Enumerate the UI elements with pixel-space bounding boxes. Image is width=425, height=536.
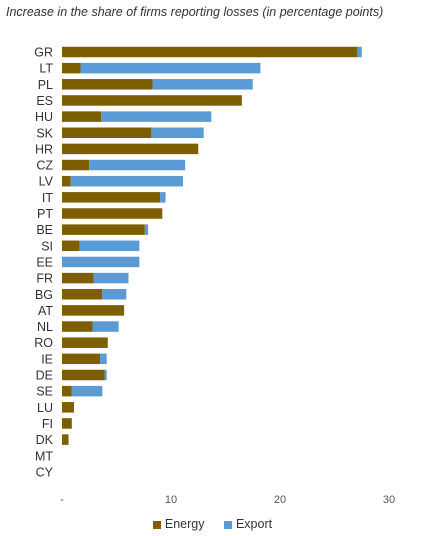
- category-label-dk: DK: [36, 433, 54, 447]
- bar-export-cz: [89, 159, 186, 171]
- x-tick-label-3: 30: [383, 494, 395, 506]
- bar-export-bg: [102, 289, 127, 300]
- bar-energy-pl: [62, 79, 153, 90]
- bar-energy-sk: [62, 127, 152, 138]
- bar-export-ie: [100, 353, 107, 365]
- category-label-ie: IE: [41, 352, 53, 366]
- category-label-de: DE: [36, 369, 53, 383]
- x-tick-label-0: -: [60, 494, 64, 506]
- bar-export-ee: [62, 256, 140, 268]
- category-label-cy: CY: [36, 465, 54, 479]
- category-label-lv: LV: [39, 175, 54, 189]
- bar-energy-hr: [62, 143, 199, 155]
- bars-group: [62, 46, 362, 445]
- bar-export-se: [71, 385, 103, 397]
- category-label-lt: LT: [39, 62, 53, 76]
- bar-export-gr: [357, 46, 362, 58]
- category-label-ee: EE: [36, 255, 53, 269]
- category-label-sk: SK: [36, 126, 53, 140]
- bar-export-lt: [80, 62, 261, 74]
- bar-energy-hu: [62, 111, 102, 122]
- bar-export-de: [104, 369, 107, 381]
- bar-energy-dk: [62, 434, 69, 445]
- bar-energy-pt: [62, 208, 163, 219]
- bar-energy-gr: [62, 46, 358, 58]
- category-label-se: SE: [36, 385, 53, 399]
- x-tick-label-1: 10: [165, 494, 177, 506]
- bar-export-pl: [152, 79, 253, 90]
- category-label-nl: NL: [37, 320, 53, 334]
- legend-swatch-export: [223, 520, 232, 529]
- category-label-be: BE: [36, 223, 53, 237]
- category-label-bg: BG: [35, 288, 53, 302]
- category-label-hr: HR: [35, 142, 53, 156]
- bar-energy-lu: [62, 402, 74, 413]
- category-label-pt: PT: [37, 207, 53, 221]
- bar-energy-es: [62, 95, 242, 106]
- bar-export-be: [144, 224, 149, 235]
- legend-label-energy: Energy: [164, 517, 205, 531]
- bar-energy-nl: [62, 321, 93, 332]
- category-label-ro: RO: [34, 336, 53, 350]
- category-label-fr: FR: [36, 272, 53, 286]
- category-label-es: ES: [36, 94, 53, 108]
- bar-export-fr: [93, 272, 129, 284]
- bar-energy-be: [62, 224, 145, 235]
- chart-title: Increase in the share of firms reporting…: [6, 5, 384, 19]
- category-labels: GR LT PL ES HU SK HR CZ LV IT PT BE SI EE FR BG AT NL RO IE…: [34, 46, 53, 480]
- bar-energy-si: [62, 240, 80, 252]
- category-label-cz: CZ: [36, 159, 53, 173]
- bar-energy-lv: [62, 175, 71, 187]
- bar-energy-ro: [62, 337, 108, 348]
- legend: Energy Export: [0, 517, 425, 531]
- bar-energy-at: [62, 305, 125, 316]
- bar-energy-ie: [62, 353, 101, 365]
- bar-energy-lt: [62, 62, 81, 74]
- bar-energy-cz: [62, 159, 90, 171]
- legend-swatch-energy: [152, 520, 161, 529]
- bar-export-hu: [101, 111, 212, 122]
- bar-energy-bg: [62, 289, 103, 300]
- category-label-gr: GR: [34, 46, 53, 60]
- category-label-it: IT: [42, 191, 53, 205]
- category-label-at: AT: [38, 304, 53, 318]
- bar-energy-fr: [62, 272, 94, 284]
- legend-item-export: Export: [223, 517, 273, 531]
- category-label-hu: HU: [35, 110, 53, 124]
- bar-energy-fi: [62, 418, 72, 429]
- bar-energy-it: [62, 192, 161, 203]
- x-tick-label-2: 20: [274, 494, 286, 506]
- category-label-si: SI: [41, 239, 53, 253]
- x-axis: - 10 20 30: [60, 494, 395, 506]
- bar-export-nl: [92, 321, 119, 332]
- bar-export-lv: [70, 175, 183, 187]
- legend-label-export: Export: [235, 517, 273, 531]
- bar-export-sk: [151, 127, 204, 138]
- category-label-mt: MT: [35, 449, 53, 463]
- bar-export-it: [160, 192, 166, 203]
- category-label-fi: FI: [42, 417, 53, 431]
- legend-item-energy: Energy: [152, 517, 205, 531]
- category-label-pl: PL: [38, 78, 53, 92]
- bar-export-si: [79, 240, 140, 252]
- bar-energy-se: [62, 385, 72, 397]
- bar-energy-de: [62, 369, 105, 381]
- category-label-lu: LU: [37, 401, 53, 415]
